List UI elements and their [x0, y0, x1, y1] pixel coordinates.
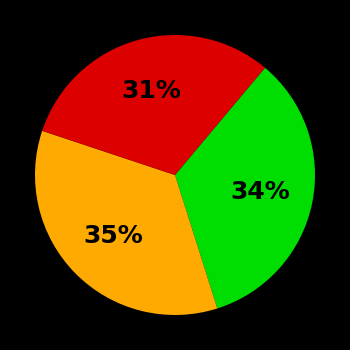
Wedge shape — [42, 35, 265, 175]
Wedge shape — [35, 131, 217, 315]
Text: 31%: 31% — [121, 79, 181, 104]
Wedge shape — [175, 68, 315, 308]
Text: 35%: 35% — [83, 224, 143, 248]
Text: 34%: 34% — [230, 180, 290, 204]
